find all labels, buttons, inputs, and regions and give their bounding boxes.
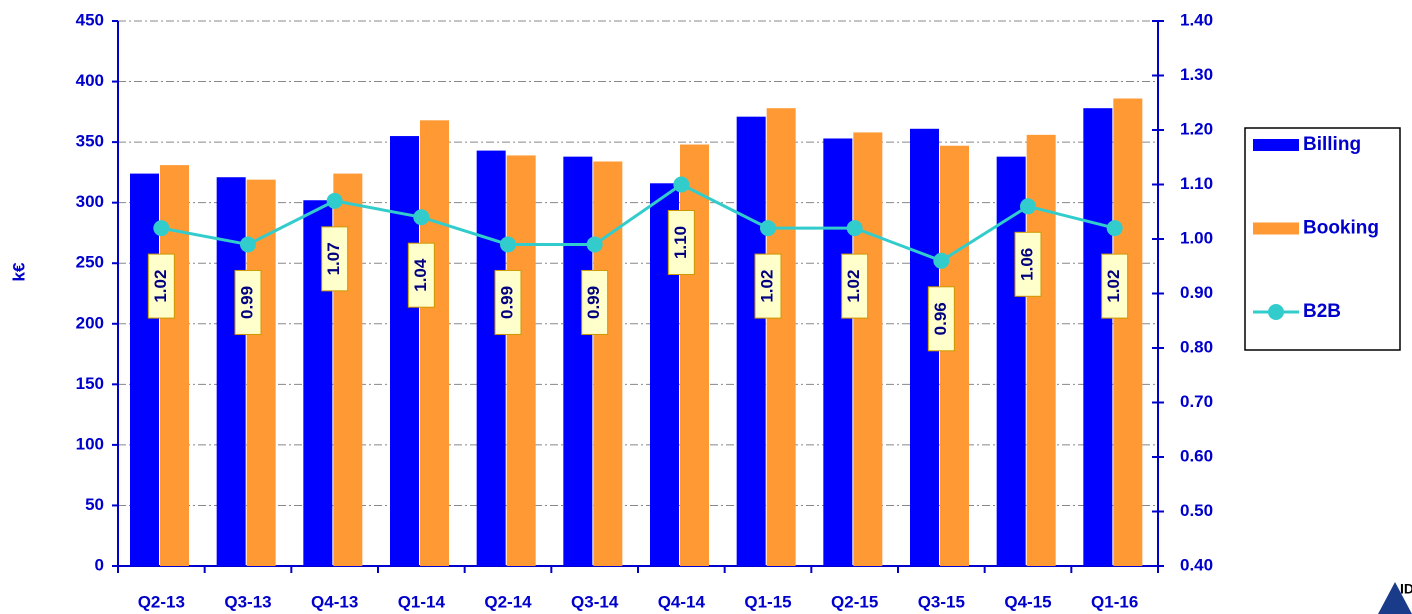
- x-tick-label: Q1-16: [1091, 592, 1138, 611]
- bar: [593, 161, 623, 566]
- y-tick-label: 400: [76, 71, 104, 90]
- y-tick-label: 150: [76, 374, 104, 393]
- line-marker: [500, 236, 516, 253]
- y-axis-label: k€: [9, 262, 28, 281]
- bar: [996, 156, 1026, 566]
- y2-tick-label: 1.10: [1180, 174, 1213, 193]
- data-label: 0.99: [497, 286, 516, 319]
- data-label: 0.99: [237, 286, 256, 319]
- logo-text: IDEA: [1400, 581, 1412, 597]
- y-tick-label: 100: [76, 434, 104, 453]
- data-label: 1.07: [324, 242, 343, 275]
- logo-icon: [1378, 582, 1412, 614]
- line-marker: [760, 220, 776, 237]
- legend-label: Booking: [1303, 218, 1379, 239]
- line-marker: [1020, 198, 1036, 215]
- line-marker: [673, 176, 690, 193]
- data-label: 1.02: [151, 270, 170, 303]
- data-label-box: [407, 242, 435, 308]
- data-label-box: [927, 286, 955, 352]
- line-marker: [846, 220, 863, 237]
- data-label-box: [667, 210, 695, 275]
- line: [161, 182, 1116, 263]
- y2-tick-label: 0.70: [1180, 392, 1213, 411]
- x-tick-label: Q3-14: [571, 592, 619, 611]
- bar: [130, 173, 159, 566]
- bar: [216, 177, 246, 566]
- x-tick-label: Q3-13: [224, 592, 271, 611]
- x-tick-label: Q3-15: [918, 592, 965, 611]
- bar: [506, 155, 536, 566]
- y2-tick-label: 0.90: [1180, 283, 1213, 302]
- data-label-box: [147, 253, 175, 319]
- x-tick-label: Q4-14: [658, 592, 706, 611]
- x-tick-label: Q4-15: [1004, 592, 1051, 611]
- data-label-box: [754, 253, 782, 319]
- data-label-box: [1101, 253, 1129, 319]
- data-label: 1.10: [671, 226, 690, 259]
- y-tick-label: 250: [76, 253, 104, 272]
- data-label-box: [321, 226, 349, 292]
- data-label-box: [841, 253, 869, 319]
- y2-tick-label: 0.80: [1180, 337, 1213, 356]
- data-label: 0.99: [584, 286, 603, 319]
- data-label-box: [581, 269, 609, 335]
- y2-tick-label: 1.00: [1180, 228, 1213, 247]
- y-tick-label: 450: [76, 10, 104, 29]
- legend-swatch: [1253, 139, 1299, 151]
- bar: [823, 138, 853, 566]
- bar: [940, 145, 969, 566]
- data-label-box: [234, 269, 262, 335]
- y-tick-label: 0: [95, 555, 104, 574]
- line-marker: [933, 252, 950, 269]
- x-tick-label: Q2-14: [484, 592, 532, 611]
- legend-label: Billing: [1303, 134, 1361, 155]
- bar: [736, 116, 766, 566]
- legend-label: B2B: [1303, 301, 1341, 322]
- y2-tick-label: 0.60: [1180, 446, 1213, 465]
- bar: [390, 136, 419, 567]
- data-label: 1.06: [1017, 248, 1036, 281]
- y-tick-label: 300: [76, 192, 104, 211]
- y-tick-label: 350: [76, 132, 104, 151]
- legend-marker: [1268, 304, 1284, 320]
- line-marker: [413, 209, 430, 226]
- y2-tick-label: 1.40: [1180, 10, 1213, 29]
- data-label: 1.02: [1104, 270, 1123, 303]
- legend-swatch: [1253, 222, 1299, 235]
- bar: [476, 150, 506, 567]
- x-tick-label: Q1-15: [744, 592, 791, 611]
- line-marker: [586, 236, 603, 253]
- x-tick-label: Q1-14: [398, 592, 446, 611]
- data-label: 1.02: [844, 270, 863, 303]
- bar: [1113, 98, 1143, 566]
- y2-tick-label: 0.50: [1180, 501, 1213, 520]
- x-tick-label: Q2-13: [138, 592, 185, 611]
- data-label: 1.02: [757, 270, 776, 303]
- bar: [680, 144, 709, 567]
- bar: [1083, 108, 1113, 566]
- line-marker: [240, 236, 256, 253]
- data-label-box: [1014, 231, 1042, 297]
- y2-tick-label: 0.40: [1180, 555, 1213, 574]
- x-tick-label: Q2-15: [831, 592, 878, 611]
- bar: [563, 156, 593, 566]
- y2-tick-label: 1.30: [1180, 65, 1213, 84]
- x-tick-label: Q4-13: [311, 592, 358, 611]
- bar: [853, 132, 883, 566]
- bar: [766, 108, 796, 566]
- line-marker: [326, 192, 343, 209]
- y-tick-label: 50: [85, 495, 104, 514]
- data-label: 1.04: [411, 258, 430, 292]
- data-label-box: [494, 269, 522, 335]
- line-marker: [153, 220, 170, 237]
- y-tick-label: 200: [76, 313, 104, 332]
- bar: [420, 120, 449, 567]
- data-label: 0.96: [931, 302, 950, 335]
- line-marker: [1106, 220, 1123, 237]
- y2-tick-label: 1.20: [1180, 119, 1213, 138]
